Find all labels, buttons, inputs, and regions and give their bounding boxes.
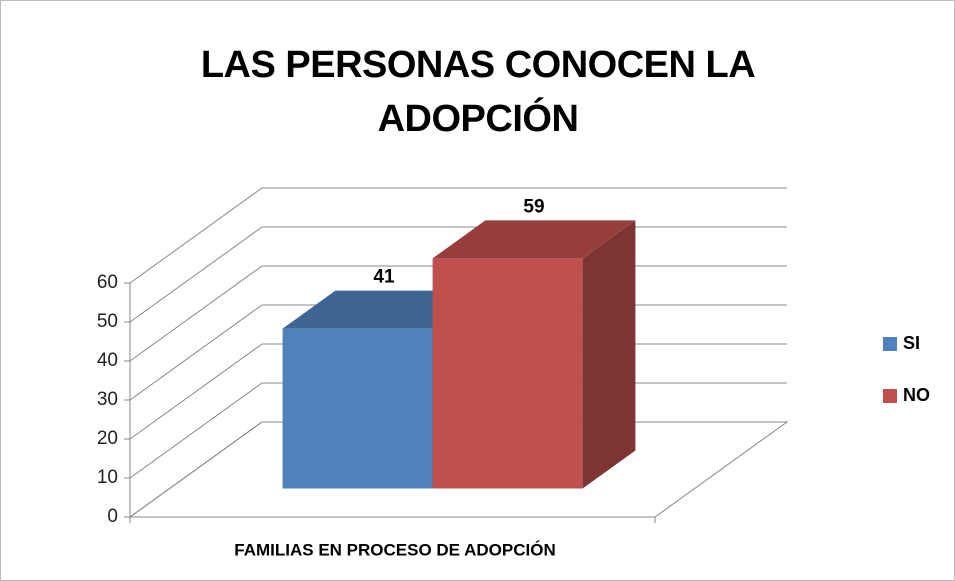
y-tick-label: 60 [97,272,118,293]
legend-swatch [883,337,897,351]
chart-title: LAS PERSONAS CONOCEN LA ADOPCIÓN [200,44,756,140]
legend-swatch [883,389,897,403]
bar-front [432,258,583,489]
y-tick-label: 40 [97,350,118,371]
x-tick-label: FAMILIAS EN PROCESO DE ADOPCIÓN [234,540,555,559]
legend-label: SI [903,333,920,353]
y-tick-label: 20 [97,428,118,449]
data-label: 41 [373,267,395,288]
y-tick-label: 30 [97,389,118,410]
data-label: 59 [523,196,544,217]
y-tick-label: 50 [97,311,118,332]
y-tick-label: 0 [107,506,118,527]
bar-side [582,220,636,489]
grid-line [129,187,787,284]
y-tick-label: 10 [97,467,118,488]
bar-top [432,220,636,259]
bar-front [282,328,433,489]
legend-label: NO [903,385,930,405]
